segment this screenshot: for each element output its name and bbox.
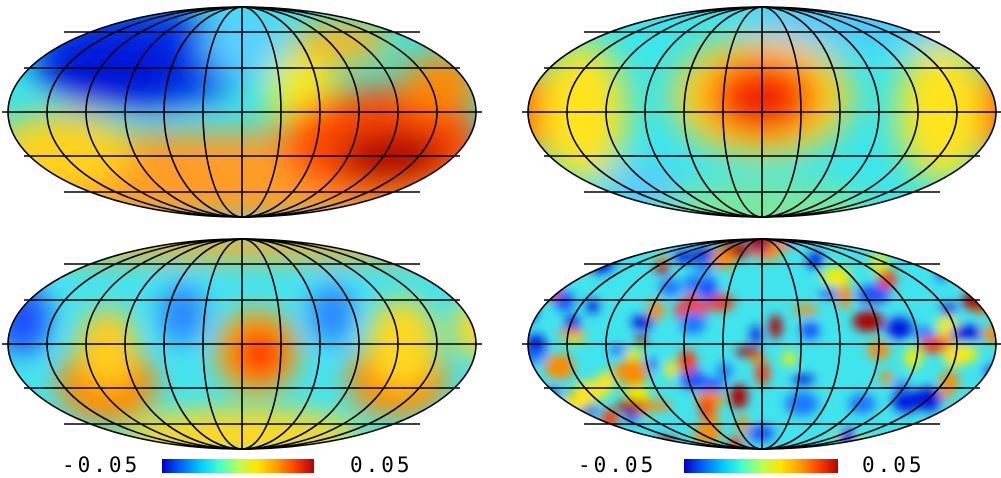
fluctuation-spot bbox=[554, 253, 573, 278]
fluctuation-spot bbox=[555, 234, 575, 254]
fluctuation-spot bbox=[562, 253, 572, 274]
fluctuation-spot bbox=[991, 369, 1001, 389]
fluctuation-spot bbox=[613, 364, 626, 378]
fluctuation-spot bbox=[831, 234, 841, 241]
fluctuation-spot bbox=[966, 406, 986, 416]
fluctuation-spot bbox=[793, 305, 818, 315]
fluctuation-spot bbox=[538, 282, 560, 300]
fluctuation-spot bbox=[857, 285, 889, 304]
fluctuation-spot bbox=[972, 427, 1001, 448]
fluctuation-spot bbox=[853, 311, 884, 332]
fluctuation-spot bbox=[631, 315, 653, 329]
fluctuation-spot bbox=[558, 329, 586, 338]
sky-map-bottom-right bbox=[522, 234, 1001, 454]
fluctuation-spot bbox=[783, 351, 796, 366]
colorbar-right-max-label: 0.05 bbox=[862, 452, 925, 478]
fluctuation-spot bbox=[522, 254, 538, 271]
colorbar-right-gradient bbox=[684, 459, 838, 473]
fluctuation-spot bbox=[625, 349, 643, 360]
fluctuation-spot bbox=[970, 404, 1001, 416]
fluctuation-spot bbox=[785, 392, 818, 416]
fluctuation-spot bbox=[919, 337, 948, 353]
colorbar-right-min-label: -0.05 bbox=[578, 452, 656, 478]
sky-map-top-left bbox=[2, 2, 482, 222]
fluctuation-spot bbox=[966, 249, 984, 258]
fluctuation-spot bbox=[700, 277, 717, 302]
fluctuation-spot bbox=[905, 346, 922, 369]
fluctuation-spot bbox=[684, 274, 701, 296]
fluctuation-spot bbox=[996, 234, 1001, 243]
colorbar-left-gradient bbox=[162, 459, 314, 473]
fluctuation-spot bbox=[555, 242, 569, 255]
colorbar-right: -0.05 0.05 bbox=[500, 452, 1001, 478]
fluctuation-spot bbox=[609, 346, 627, 354]
fluctuation-spot bbox=[665, 360, 677, 379]
sky-map-bottom-left bbox=[2, 234, 482, 454]
fluctuation-spot bbox=[659, 278, 682, 296]
fluctuation-spot bbox=[880, 372, 893, 384]
fluctuation-spot bbox=[587, 248, 611, 262]
sky-map-top-right bbox=[522, 2, 1001, 222]
fluctuation-spot bbox=[943, 345, 965, 367]
fluctuation-spot bbox=[986, 234, 998, 245]
colorbar-left: -0.05 0.05 bbox=[0, 452, 500, 478]
colorbar-left-max-label: 0.05 bbox=[350, 452, 413, 478]
fluctuation-spot bbox=[735, 347, 761, 357]
fluctuation-spot bbox=[648, 234, 669, 245]
fluctuation-spot bbox=[769, 315, 782, 339]
fluctuation-spot bbox=[522, 292, 532, 315]
fluctuation-spot bbox=[545, 354, 575, 379]
fluctuation-spot bbox=[571, 249, 601, 272]
fluctuation-spot bbox=[854, 234, 870, 242]
fluctuation-spot bbox=[590, 234, 623, 258]
fluctuation-spot bbox=[586, 299, 599, 313]
fluctuation-spot bbox=[957, 262, 971, 279]
fluctuation-spot bbox=[989, 281, 1000, 303]
fluctuation-spot bbox=[541, 388, 562, 406]
fluctuation-spot bbox=[589, 234, 614, 239]
fluctuation-spot bbox=[793, 375, 815, 385]
fluctuation-spot bbox=[699, 397, 713, 419]
fluctuation-spot bbox=[892, 392, 921, 412]
fluctuation-spot bbox=[751, 325, 761, 344]
fluctuation-spot bbox=[886, 317, 913, 339]
colorbar-left-min-label: -0.05 bbox=[62, 452, 140, 478]
fluctuation-spot bbox=[801, 322, 820, 340]
fluctuation-spot bbox=[648, 299, 664, 320]
